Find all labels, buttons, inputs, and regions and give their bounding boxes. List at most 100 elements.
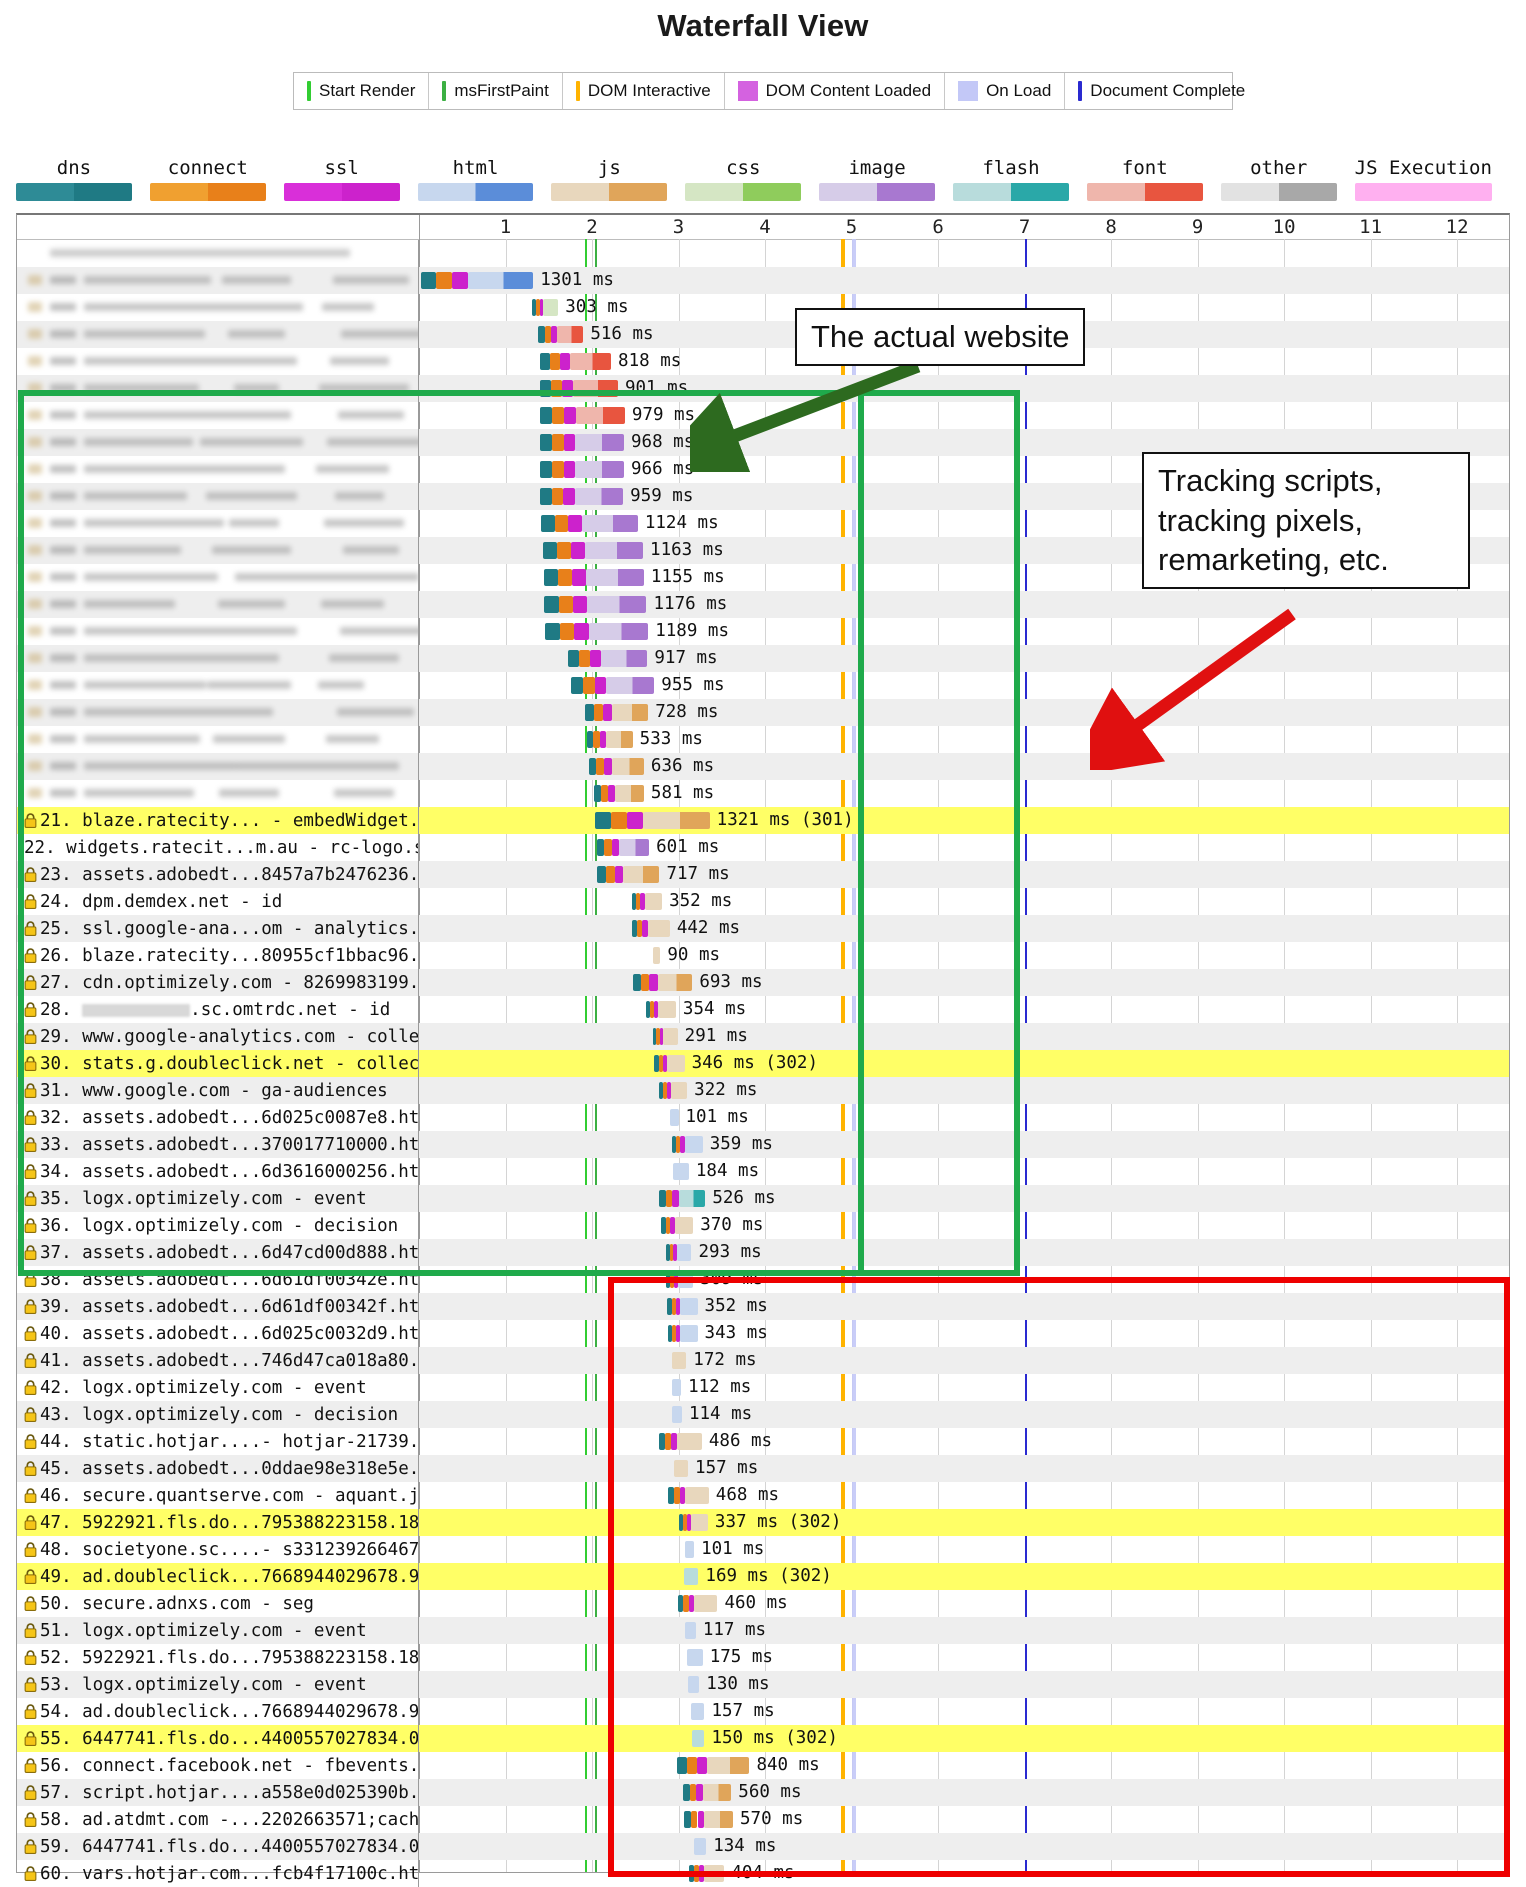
table-row[interactable]: 27. cdn.optimizely.com - 8269983199.js 69… [17, 969, 1509, 996]
request-bar[interactable] [538, 326, 584, 343]
table-row[interactable]: 1176 ms [17, 591, 1509, 618]
request-label[interactable]: 44. static.hotjar....- hotjar-21739.js [17, 1428, 419, 1455]
table-row[interactable]: 23. assets.adobedt...8457a7b2476236.js 71… [17, 861, 1509, 888]
request-label[interactable]: 33. assets.adobedt...370017710000.html [17, 1131, 419, 1158]
request-bar[interactable] [677, 1595, 718, 1612]
request-label[interactable]: 37. assets.adobedt...6d47cd00d888.html [17, 1239, 419, 1266]
table-row[interactable]: 40. assets.adobedt...6d025c0032d9.html 34… [17, 1320, 1509, 1347]
request-bar[interactable] [672, 1406, 682, 1423]
table-row[interactable]: 39. assets.adobedt...6d61df00342f.html 35… [17, 1293, 1509, 1320]
table-row[interactable]: 41. assets.adobedt...746d47ca018a80.js 17… [17, 1347, 1509, 1374]
request-label[interactable]: 21. blaze.ratecity... - embedWidget.js [17, 807, 419, 834]
request-bar[interactable] [671, 1136, 703, 1153]
request-bar[interactable] [688, 1676, 700, 1693]
request-bar[interactable] [540, 461, 624, 478]
table-row[interactable]: 58. ad.atdmt.com -...2202663571;cache= 57… [17, 1806, 1509, 1833]
request-label[interactable]: 24. dpm.demdex.net - id [17, 888, 419, 915]
table-row[interactable]: 56. connect.facebook.net - fbevents.js 84… [17, 1752, 1509, 1779]
request-label[interactable]: 50. secure.adnxs.com - seg [17, 1590, 419, 1617]
table-row[interactable]: 51. logx.optimizely.com - event 117 ms [17, 1617, 1509, 1644]
request-bar[interactable] [666, 1244, 692, 1261]
request-bar[interactable] [540, 434, 624, 451]
table-row[interactable]: 516 ms [17, 321, 1509, 348]
request-label[interactable]: 49. ad.doubleclick...7668944029678.933 [17, 1563, 419, 1590]
request-label[interactable]: 54. ad.doubleclick...7668944029678.933 [17, 1698, 419, 1725]
request-bar[interactable] [667, 1298, 698, 1315]
request-bar[interactable] [544, 596, 647, 613]
request-bar[interactable] [691, 1730, 705, 1747]
request-label[interactable]: 25. ssl.google-ana...om - analytics.js [17, 915, 419, 942]
request-label[interactable]: 55. 6447741.fls.do...4400557027834.091 [17, 1725, 419, 1752]
request-bar[interactable] [595, 812, 710, 829]
request-label[interactable]: 58. ad.atdmt.com -...2202663571;cache= [17, 1806, 419, 1833]
table-row[interactable]: 26. blaze.ratecity...80955cf1bbac96.js 90… [17, 942, 1509, 969]
request-bar[interactable] [571, 677, 655, 694]
table-row[interactable]: 43. logx.optimizely.com - decision 114 ms [17, 1401, 1509, 1428]
table-row[interactable]: 45. assets.adobedt...0ddae98e318e5e.js 15… [17, 1455, 1509, 1482]
request-bar[interactable] [666, 1271, 694, 1288]
request-label[interactable]: 28. .sc.omtrdc.net - id [17, 996, 419, 1023]
request-label[interactable]: 27. cdn.optimizely.com - 8269983199.js [17, 969, 419, 996]
request-bar[interactable] [645, 1001, 676, 1018]
request-bar[interactable] [683, 1568, 699, 1585]
request-label[interactable]: 32. assets.adobedt...6d025c0087e8.html [17, 1104, 419, 1131]
table-row[interactable]: 636 ms [17, 753, 1509, 780]
request-bar[interactable] [668, 1487, 709, 1504]
table-row[interactable]: 31. www.google.com - ga-audiences 322 ms [17, 1077, 1509, 1104]
table-row[interactable]: 38. assets.adobedt...6d61df00342e.html 30… [17, 1266, 1509, 1293]
table-row[interactable]: 36. logx.optimizely.com - decision 370 ms [17, 1212, 1509, 1239]
request-bar[interactable] [661, 1217, 694, 1234]
request-bar[interactable] [542, 542, 644, 559]
request-label[interactable]: 51. logx.optimizely.com - event [17, 1617, 419, 1644]
request-bar[interactable] [540, 380, 618, 397]
request-bar[interactable] [631, 920, 670, 937]
table-row[interactable]: 44. static.hotjar....- hotjar-21739.js 48… [17, 1428, 1509, 1455]
table-row[interactable]: 59. 6447741.fls.do...4400557027834.091 13… [17, 1833, 1509, 1860]
request-bar[interactable] [597, 866, 660, 883]
table-row[interactable]: 1301 ms [17, 267, 1509, 294]
table-row[interactable]: 60. vars.hotjar.com...fcb4f17100c.html 40… [17, 1860, 1509, 1887]
table-row[interactable]: 52. 5922921.fls.do...795388223158.1821 17… [17, 1644, 1509, 1671]
request-label[interactable]: 48. societyone.sc....- s33123926646775 [17, 1536, 419, 1563]
table-row[interactable]: 55. 6447741.fls.do...4400557027834.091 15… [17, 1725, 1509, 1752]
table-row[interactable]: 30. stats.g.doubleclick.net - collect 346… [17, 1050, 1509, 1077]
request-bar[interactable] [688, 1865, 725, 1882]
request-bar[interactable] [682, 1784, 732, 1801]
table-row[interactable]: 581 ms [17, 780, 1509, 807]
table-row[interactable]: 979 ms [17, 402, 1509, 429]
table-row[interactable]: 33. assets.adobedt...370017710000.html 35… [17, 1131, 1509, 1158]
request-label[interactable]: 42. logx.optimizely.com - event [17, 1374, 419, 1401]
request-bar[interactable] [687, 1649, 703, 1666]
table-row[interactable]: 32. assets.adobedt...6d025c0087e8.html 10… [17, 1104, 1509, 1131]
request-label[interactable]: 29. www.google-analytics.com - collect [17, 1023, 419, 1050]
request-label[interactable]: 56. connect.facebook.net - fbevents.js [17, 1752, 419, 1779]
request-label[interactable]: 60. vars.hotjar.com...fcb4f17100c.html [17, 1860, 419, 1887]
request-label[interactable]: 39. assets.adobedt...6d61df00342f.html [17, 1293, 419, 1320]
table-row[interactable]: 955 ms [17, 672, 1509, 699]
request-bar[interactable] [540, 515, 638, 532]
table-row[interactable]: 728 ms [17, 699, 1509, 726]
table-row[interactable]: 47. 5922921.fls.do...795388223158.1821 33… [17, 1509, 1509, 1536]
request-label[interactable]: 22. widgets.ratecit...m.au - rc-logo.svg [17, 834, 419, 861]
request-bar[interactable] [669, 1109, 679, 1126]
table-row[interactable]: 34. assets.adobedt...6d3616000256.html 18… [17, 1158, 1509, 1185]
table-row[interactable]: 37. assets.adobedt...6d47cd00d888.html 29… [17, 1239, 1509, 1266]
table-row[interactable]: 25. ssl.google-ana...om - analytics.js 44… [17, 915, 1509, 942]
request-bar[interactable] [676, 1757, 750, 1774]
request-label[interactable]: 53. logx.optimizely.com - event [17, 1671, 419, 1698]
table-row[interactable]: 50. secure.adnxs.com - seg 460 ms [17, 1590, 1509, 1617]
request-label[interactable]: 35. logx.optimizely.com - event [17, 1185, 419, 1212]
table-row[interactable]: 1155 ms [17, 564, 1509, 591]
request-bar[interactable] [632, 974, 693, 991]
request-bar[interactable] [694, 1838, 707, 1855]
request-label[interactable]: 31. www.google.com - ga-audiences [17, 1077, 419, 1104]
request-label[interactable]: 59. 6447741.fls.do...4400557027834.091 [17, 1833, 419, 1860]
table-row[interactable]: 303 ms [17, 294, 1509, 321]
table-row[interactable]: 53. logx.optimizely.com - event 130 ms [17, 1671, 1509, 1698]
table-row[interactable]: 24. dpm.demdex.net - id 352 ms [17, 888, 1509, 915]
table-row[interactable]: 57. script.hotjar....a558e0d025390b.js 56… [17, 1779, 1509, 1806]
request-bar[interactable] [545, 623, 649, 640]
table-row[interactable]: 42. logx.optimizely.com - event 112 ms [17, 1374, 1509, 1401]
request-label[interactable]: 57. script.hotjar....a558e0d025390b.js [17, 1779, 419, 1806]
table-row[interactable]: 48. societyone.sc....- s33123926646775 10… [17, 1536, 1509, 1563]
